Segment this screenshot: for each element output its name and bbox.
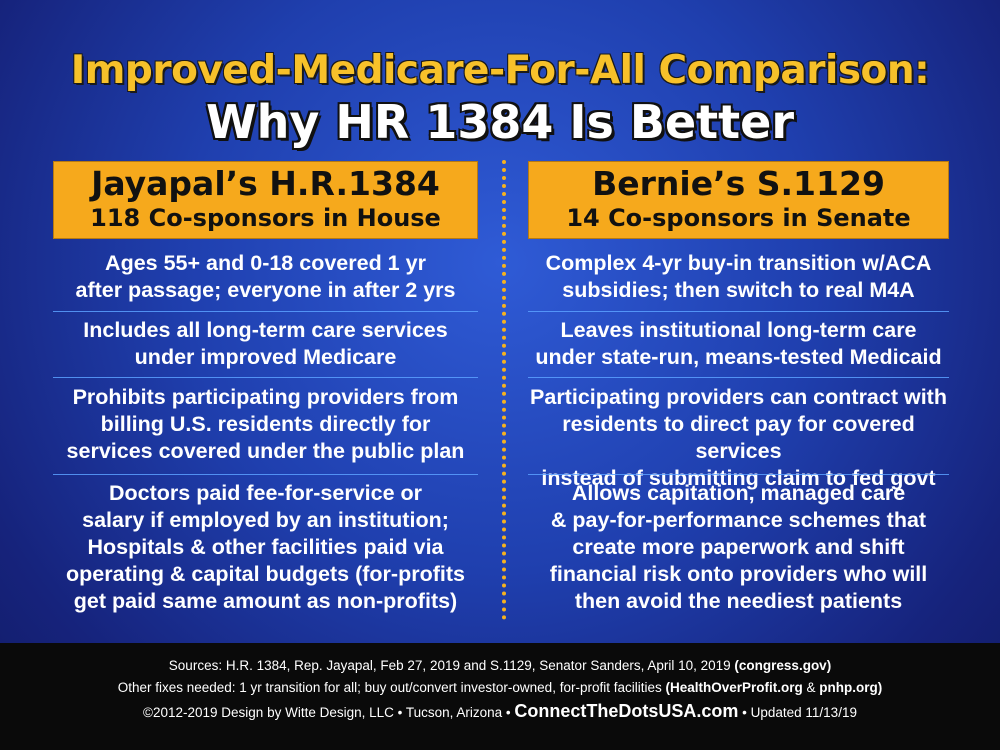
healthoverprofit-link[interactable]: (HealthOverProfit.org [665,680,803,695]
right-row-4: Allows capitation, managed care & pay-for… [549,481,928,613]
title-line-1: Improved-Medicare-For-All Comparison: [70,48,930,93]
right-separator-2 [528,377,949,378]
footer: Sources: H.R. 1384, Rep. Jayapal, Feb 27… [0,643,1000,750]
fixes-ampersand: & [802,680,820,695]
left-row-3: Prohibits participating providers from bi… [66,385,465,463]
footer-fixes: Other fixes needed: 1 yr transition for … [0,680,1000,695]
right-cosponsors: 14 Co-sponsors in Senate [566,204,911,232]
right-row-3: Participating providers can contract wit… [530,385,947,490]
left-separator-3 [53,474,478,475]
left-separator-1 [53,311,478,312]
footer-sources: Sources: H.R. 1384, Rep. Jayapal, Feb 27… [0,658,1000,673]
left-cosponsors: 118 Co-sponsors in House [90,204,441,232]
left-separator-2 [53,377,478,378]
congress-link[interactable]: (congress.gov) [734,658,832,673]
center-dotted-divider [502,160,506,620]
left-row-2: Includes all long-term care services unde… [83,318,448,369]
right-bill-name: Bernie’s S.1129 [592,164,885,203]
fixes-text: Other fixes needed: 1 yr transition for … [117,680,666,695]
right-separator-3 [528,474,949,475]
left-row-1: Ages 55+ and 0-18 covered 1 yr after pass… [75,251,456,302]
footer-credit: ©2012-2019 Design by Witte Design, LLC •… [0,701,1000,722]
left-bill-name: Jayapal’s H.R.1384 [91,164,440,203]
pnhp-link[interactable]: pnhp.org) [819,680,883,695]
right-separator-1 [528,311,949,312]
title-line-2: Why HR 1384 Is Better [205,95,795,149]
right-header-box: Bernie’s S.1129 14 Co-sponsors in Senate [528,161,949,239]
left-header-box: Jayapal’s H.R.1384 118 Co-sponsors in Ho… [53,161,478,239]
right-row-1: Complex 4-yr buy-in transition w/ACA subs… [545,251,932,302]
site-link[interactable]: ConnectTheDotsUSA.com [514,701,739,721]
right-row-2: Leaves institutional long-term care under… [535,318,942,369]
credit-text: ©2012-2019 Design by Witte Design, LLC •… [143,705,515,720]
updated-text: • Updated 11/13/19 [738,705,857,720]
left-row-4: Doctors paid fee-for-service or salary if… [66,481,465,613]
sources-text: Sources: H.R. 1384, Rep. Jayapal, Feb 27… [168,658,735,673]
